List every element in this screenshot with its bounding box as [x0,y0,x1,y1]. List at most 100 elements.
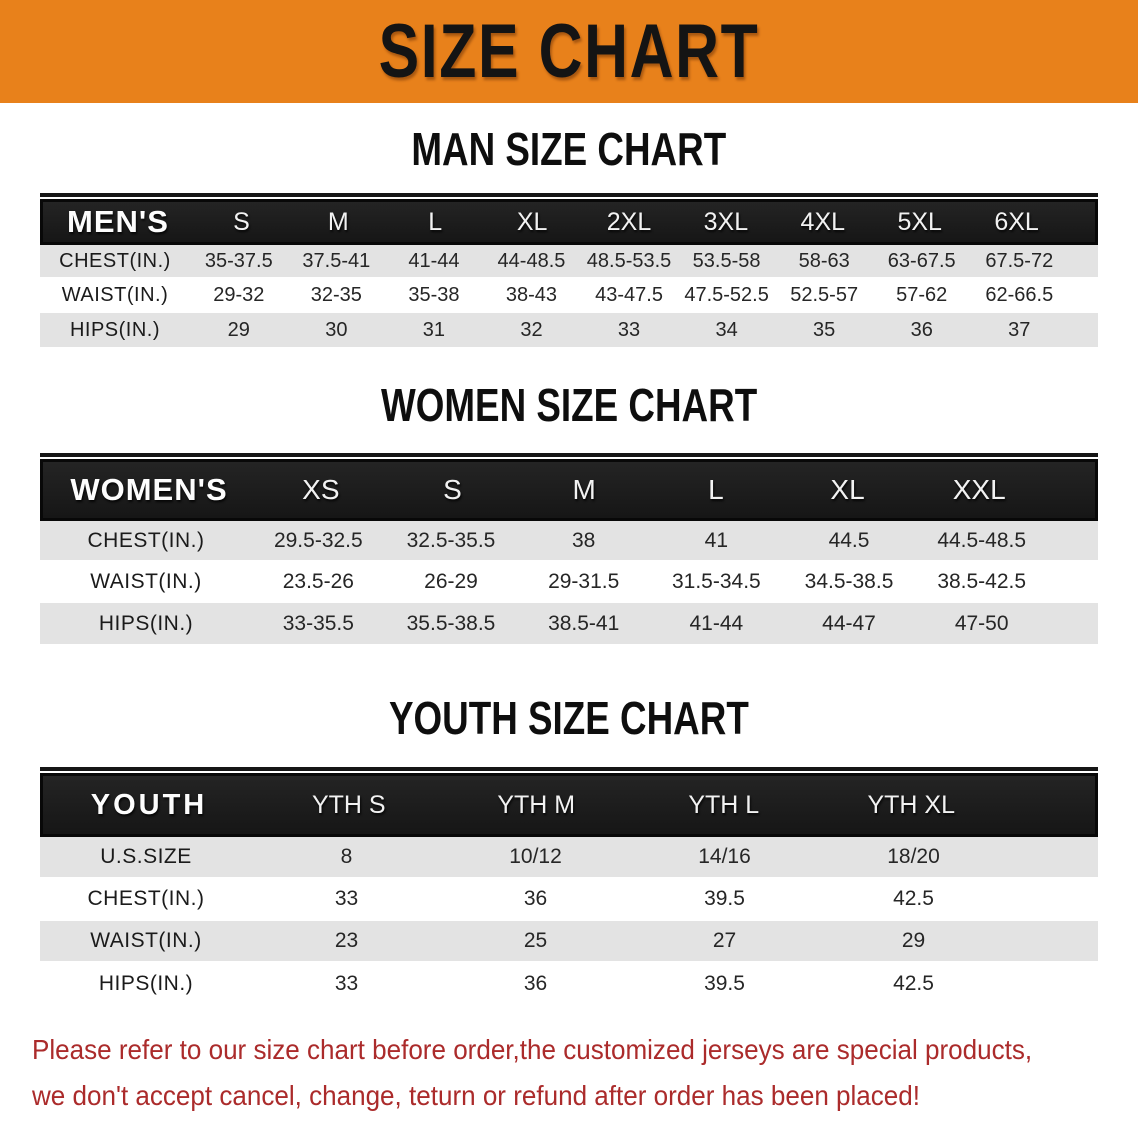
sections: MAN SIZE CHART MEN'S S M L XL 2XL 3XL 4XL 5XL 6XL C… [0,123,1138,1005]
table-header-label: MEN'S [67,204,169,239]
table-header-row: MEN'S S M L XL 2XL 3XL 4XL 5XL 6XL [40,199,1098,245]
table-row: CHEST(IN.) 33 36 39.5 42.5 [40,879,1098,921]
table-top-border [40,767,1098,771]
cell-value: 43-47.5 [595,283,663,306]
cell-value: 14/16 [698,845,751,868]
section-title: MAN SIZE CHART [0,123,1138,176]
cell-value: 33 [334,972,359,995]
cell-value: 42.5 [893,972,934,995]
cell-value: 38 [572,528,596,552]
cell-value: 34.5-38.5 [804,569,894,593]
size-section-women: WOMEN SIZE CHART WOMEN'S XS S M L XL XXL CHEST(I… [0,379,1138,644]
table-row: HIPS(IN.) 29 30 31 32 33 34 35 36 37 [40,313,1098,347]
table-row: WAIST(IN.) 29-32 32-35 35-38 38-43 43-47.5 47.… [40,279,1098,313]
column-header: 4XL [800,207,846,236]
section-title-text: WOMEN SIZE CHART [380,379,758,431]
column-header: XL [516,207,548,236]
table-row: HIPS(IN.) 33-35.5 35.5-38.5 38.5-41 41-44 44-… [40,603,1098,644]
column-header: YTH L [688,790,760,819]
section-title-text: YOUTH SIZE CHART [389,692,749,744]
cell-value: 35-38 [408,283,460,306]
column-header: XS [302,474,340,505]
cell-value: 35-37.5 [204,249,273,272]
row-label: U.S.SIZE [100,845,192,868]
cell-value: 18/20 [887,845,940,868]
table-row: WAIST(IN.) 23.5-26 26-29 29-31.5 31.5-34.5 34… [40,562,1098,603]
size-chart-banner: SIZE CHART [0,0,1138,103]
cell-value: 38.5-41 [548,611,620,635]
section-title-text: MAN SIZE CHART [411,123,727,175]
column-header: M [327,207,349,236]
size-table-men: MEN'S S M L XL 2XL 3XL 4XL 5XL 6XL CHEST(IN.) 35-37… [40,193,1098,347]
cell-value: 39.5 [704,972,745,995]
cell-value: 29-32 [213,283,265,306]
cell-value: 32.5-35.5 [406,528,496,552]
cell-value: 29.5-32.5 [273,528,363,552]
cell-value: 31.5-34.5 [671,569,761,593]
table-header-label: YOUTH [90,788,208,821]
cell-value: 52.5-57 [790,283,859,306]
column-header: YTH M [497,790,576,819]
cell-value: 44.5-48.5 [937,528,1027,552]
row-label: CHEST(IN.) [87,887,205,910]
row-label: WAIST(IN.) [90,569,202,593]
table-row: CHEST(IN.) 35-37.5 37.5-41 41-44 44-48.5 48.5… [40,245,1098,279]
cell-value: 32 [520,318,543,341]
disclaimer-line-1: Please refer to our size chart before or… [32,1034,1033,1065]
cell-value: 36 [910,318,933,341]
cell-value: 32-35 [310,283,362,306]
table-row: HIPS(IN.) 33 36 39.5 42.5 [40,963,1098,1005]
column-header: 6XL [994,207,1039,236]
cell-value: 27 [712,929,737,952]
cell-value: 44.5 [828,528,870,552]
row-label: CHEST(IN.) [87,528,205,552]
cell-value: 44-48.5 [497,249,566,272]
cell-value: 48.5-53.5 [586,249,672,272]
cell-value: 38.5-42.5 [937,569,1027,593]
table-top-border [40,193,1098,197]
cell-value: 35 [813,318,836,341]
disclaimer-line-2: we don't accept cancel, change, teturn o… [32,1080,921,1111]
table-row: CHEST(IN.) 29.5-32.5 32.5-35.5 38 41 44.5 44.5… [40,521,1098,562]
column-header: XL [830,474,865,505]
cell-value: 29-31.5 [548,569,620,593]
cell-value: 35.5-38.5 [406,611,496,635]
cell-value: 23 [334,929,359,952]
banner-title: SIZE CHART [378,9,760,94]
cell-value: 8 [340,845,353,868]
cell-value: 25 [523,929,548,952]
cell-value: 10/12 [509,845,562,868]
cell-value: 58-63 [798,249,850,272]
column-header: YTH XL [867,790,956,819]
cell-value: 41 [704,528,729,552]
column-header: L [708,474,724,505]
column-header: 3XL [703,207,749,236]
cell-value: 37.5-41 [302,249,371,272]
table-header-row: YOUTH YTH S YTH M YTH L YTH XL [40,773,1098,837]
column-header: YTH S [311,790,386,819]
cell-value: 67.5-72 [985,249,1054,272]
size-section-youth: YOUTH SIZE CHART YOUTH YTH S YTH M YTH L YTH … [0,692,1138,1005]
cell-value: 44-47 [822,611,876,635]
disclaimer: Please refer to our size chart before or… [0,1027,1138,1119]
row-label: HIPS(IN.) [98,972,194,995]
section-title: WOMEN SIZE CHART [0,379,1138,432]
cell-value: 36 [523,887,548,910]
row-label: WAIST(IN.) [90,929,202,952]
cell-value: 33 [334,887,359,910]
cell-value: 47-50 [954,611,1009,635]
column-header: S [443,474,462,505]
cell-value: 33 [617,318,641,341]
cell-value: 34 [715,318,738,341]
cell-value: 41-44 [408,249,460,272]
row-label: HIPS(IN.) [98,611,194,635]
size-table-youth: YOUTH YTH S YTH M YTH L YTH XL U.S.SIZE 8 10/12… [40,767,1098,1005]
column-header: M [572,474,596,505]
cell-value: 29 [901,929,926,952]
size-section-men: MAN SIZE CHART MEN'S S M L XL 2XL 3XL 4XL 5XL 6XL C… [0,123,1138,347]
cell-value: 26-29 [424,569,478,593]
row-label: HIPS(IN.) [69,318,161,341]
column-header: 2XL [606,207,652,236]
cell-value: 39.5 [704,887,745,910]
cell-value: 36 [523,972,548,995]
